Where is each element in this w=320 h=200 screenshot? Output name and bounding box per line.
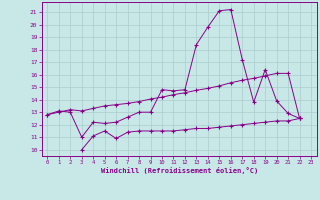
X-axis label: Windchill (Refroidissement éolien,°C): Windchill (Refroidissement éolien,°C) (100, 167, 258, 174)
